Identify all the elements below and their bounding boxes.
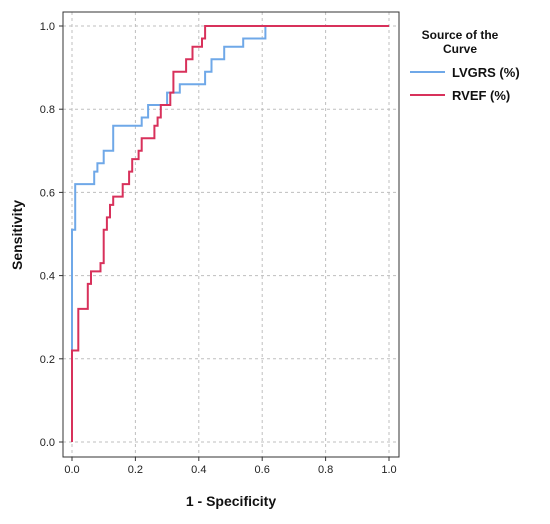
series-line-lvgrs <box>71 25 389 442</box>
legend-title: Source of the <box>422 28 499 42</box>
x-axis-title: 1 - Specificity <box>186 493 276 509</box>
grid-layer <box>63 12 399 457</box>
tick-layer: 0.0 0.2 0.4 0.6 0.8 1.0 0.0 0.2 0.4 0.6 0.8 1.0 <box>40 21 397 476</box>
plot-frame <box>62 11 400 458</box>
y-tick-label: 0.2 <box>40 354 55 366</box>
y-tick-label: 0.8 <box>40 104 55 116</box>
y-tick-label: 0.6 <box>40 187 55 199</box>
x-tick-label: 0.0 <box>64 464 79 476</box>
legend: Source of the Curve LVGRS (%) RVEF (%) <box>410 28 520 103</box>
legend-label-rvef: RVEF (%) <box>452 88 510 103</box>
y-axis-title: Sensitivity <box>9 200 25 270</box>
x-tick-label: 0.4 <box>191 464 206 476</box>
x-tick-label: 1.0 <box>381 464 396 476</box>
series-line-rvef <box>71 25 389 442</box>
y-tick-label: 0.0 <box>40 437 55 449</box>
x-tick-label: 0.6 <box>255 464 270 476</box>
series-layer <box>71 25 389 442</box>
legend-label-lvgrs: LVGRS (%) <box>452 65 520 80</box>
x-tick-label: 0.8 <box>318 464 333 476</box>
y-tick-label: 1.0 <box>40 21 55 33</box>
y-tick-label: 0.4 <box>40 271 55 283</box>
legend-title-line-2: Curve <box>443 42 477 56</box>
x-tick-label: 0.2 <box>128 464 143 476</box>
